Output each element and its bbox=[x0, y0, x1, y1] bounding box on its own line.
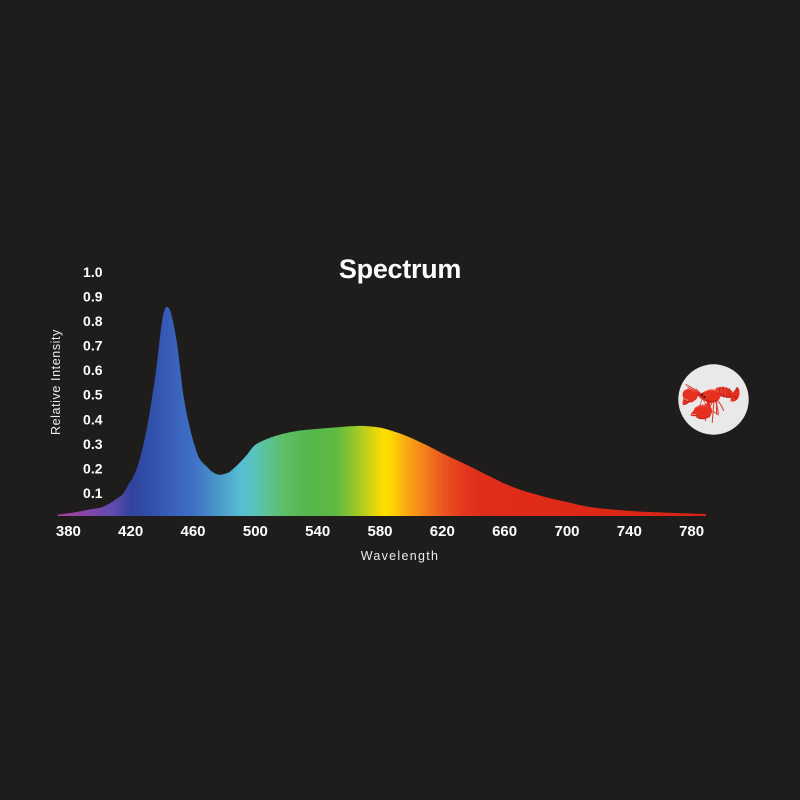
svg-text:0.8: 0.8 bbox=[83, 313, 103, 329]
svg-text:580: 580 bbox=[367, 523, 392, 540]
svg-text:620: 620 bbox=[430, 523, 455, 540]
svg-text:700: 700 bbox=[554, 523, 579, 540]
svg-text:0.3: 0.3 bbox=[83, 436, 103, 452]
svg-text:780: 780 bbox=[679, 523, 704, 540]
svg-text:0.9: 0.9 bbox=[83, 289, 103, 305]
svg-text:1.0: 1.0 bbox=[83, 264, 103, 280]
svg-text:0.7: 0.7 bbox=[83, 338, 103, 354]
svg-text:380: 380 bbox=[56, 523, 81, 540]
svg-text:Relative Intensity: Relative Intensity bbox=[49, 329, 63, 435]
svg-text:Spectrum: Spectrum bbox=[339, 254, 461, 284]
svg-text:0.1: 0.1 bbox=[83, 485, 103, 501]
svg-text:660: 660 bbox=[492, 523, 517, 540]
svg-text:540: 540 bbox=[305, 523, 330, 540]
svg-text:740: 740 bbox=[617, 523, 642, 540]
svg-text:0.6: 0.6 bbox=[83, 362, 103, 378]
svg-text:500: 500 bbox=[243, 523, 268, 540]
svg-text:0.5: 0.5 bbox=[83, 387, 103, 403]
svg-text:0.2: 0.2 bbox=[83, 460, 103, 476]
svg-text:420: 420 bbox=[118, 523, 143, 540]
svg-text:0.4: 0.4 bbox=[83, 411, 103, 427]
svg-text:Wavelength: Wavelength bbox=[361, 549, 440, 563]
svg-text:460: 460 bbox=[180, 523, 205, 540]
